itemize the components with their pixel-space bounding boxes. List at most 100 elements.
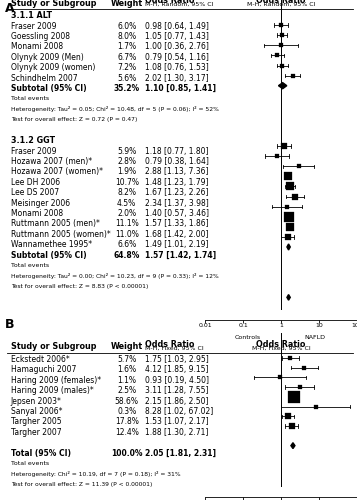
Text: 17.8%: 17.8%: [115, 418, 139, 426]
Text: Heterogeneity: Chi² = 10.19, df = 7 (P = 0.18); I² = 31%: Heterogeneity: Chi² = 10.19, df = 7 (P =…: [11, 471, 180, 477]
Text: 2.8%: 2.8%: [117, 157, 136, 166]
Polygon shape: [287, 294, 290, 300]
Text: M-H, Fixed, 95% CI: M-H, Fixed, 95% CI: [252, 346, 311, 351]
Text: Controls: Controls: [235, 335, 261, 340]
Text: 0.79 [0.54, 1.16]: 0.79 [0.54, 1.16]: [145, 53, 208, 62]
Text: Test for overall effect: Z = 0.72 (P = 0.47): Test for overall effect: Z = 0.72 (P = 0…: [11, 118, 137, 122]
Text: 58.6%: 58.6%: [115, 396, 139, 406]
Text: Subtotal (95% CI): Subtotal (95% CI): [11, 84, 86, 93]
Text: 2.15 [1.86, 2.50]: 2.15 [1.86, 2.50]: [145, 396, 208, 406]
Text: Test for overall effect: Z = 11.39 (P < 0.00001): Test for overall effect: Z = 11.39 (P < …: [11, 482, 152, 487]
Text: M-H, Random, 95% CI: M-H, Random, 95% CI: [247, 2, 315, 7]
Text: 4.12 [1.85, 9.15]: 4.12 [1.85, 9.15]: [145, 366, 208, 374]
Text: 7.2%: 7.2%: [117, 63, 136, 72]
Polygon shape: [278, 82, 287, 88]
Text: 2.88 [1.13, 7.36]: 2.88 [1.13, 7.36]: [145, 168, 208, 176]
Text: 1.10 [0.85, 1.41]: 1.10 [0.85, 1.41]: [145, 84, 216, 93]
Text: 1.57 [1.42, 1.74]: 1.57 [1.42, 1.74]: [145, 250, 216, 260]
Text: 1.53 [1.07, 2.17]: 1.53 [1.07, 2.17]: [145, 418, 208, 426]
Text: 1.40 [0.57, 3.46]: 1.40 [0.57, 3.46]: [145, 209, 208, 218]
Text: 0.98 [0.64, 1.49]: 0.98 [0.64, 1.49]: [145, 22, 208, 30]
Text: Schindhelm 2007: Schindhelm 2007: [11, 74, 77, 82]
Text: 6.0%: 6.0%: [117, 22, 136, 30]
Text: 0.93 [0.19, 4.50]: 0.93 [0.19, 4.50]: [145, 376, 208, 384]
Text: Heterogeneity: Tau² = 0.05; Chi² = 10.48, df = 5 (P = 0.06); I² = 52%: Heterogeneity: Tau² = 0.05; Chi² = 10.48…: [11, 106, 218, 112]
Text: 1.08 [0.76, 1.53]: 1.08 [0.76, 1.53]: [145, 63, 208, 72]
Text: 5.6%: 5.6%: [117, 74, 136, 82]
Text: Hozawa 2007 (men)*: Hozawa 2007 (men)*: [11, 157, 92, 166]
Text: Odds Ratio: Odds Ratio: [256, 340, 306, 349]
Text: NAFLD: NAFLD: [304, 335, 325, 340]
Text: Weight: Weight: [111, 0, 143, 8]
Text: 3.1.1 ALT: 3.1.1 ALT: [11, 11, 52, 20]
Text: Targher 2005: Targher 2005: [11, 418, 61, 426]
Text: Total events: Total events: [11, 96, 49, 102]
Text: 1.48 [1.23, 1.79]: 1.48 [1.23, 1.79]: [145, 178, 208, 187]
Text: 1.6%: 1.6%: [117, 366, 136, 374]
Text: 11.1%: 11.1%: [115, 220, 139, 228]
Text: 6.6%: 6.6%: [117, 240, 136, 250]
Text: 5.9%: 5.9%: [117, 146, 136, 156]
Text: Meisinger 2006: Meisinger 2006: [11, 198, 70, 207]
Text: Haring 2009 (males)*: Haring 2009 (males)*: [11, 386, 94, 395]
Text: Weight: Weight: [111, 342, 143, 351]
Text: 1.18 [0.77, 1.80]: 1.18 [0.77, 1.80]: [145, 146, 208, 156]
Text: 35.2%: 35.2%: [114, 84, 140, 93]
Text: 2.5%: 2.5%: [117, 386, 136, 395]
Text: M-H, Fixed, 95% CI: M-H, Fixed, 95% CI: [145, 346, 203, 351]
Text: Eckstedt 2006*: Eckstedt 2006*: [11, 355, 70, 364]
Text: Subtotal (95% CI): Subtotal (95% CI): [11, 250, 86, 260]
Text: Ruttmann 2005 (women)*: Ruttmann 2005 (women)*: [11, 230, 110, 239]
Text: 0.3%: 0.3%: [117, 407, 136, 416]
Text: Monami 2008: Monami 2008: [11, 42, 63, 51]
Text: 1.68 [1.42, 2.00]: 1.68 [1.42, 2.00]: [145, 230, 208, 239]
Text: 8.2%: 8.2%: [117, 188, 136, 197]
Text: Jepsen 2003*: Jepsen 2003*: [11, 396, 62, 406]
Text: Fraser 2009: Fraser 2009: [11, 22, 56, 30]
Text: 1.7%: 1.7%: [117, 42, 136, 51]
Text: 3.11 [1.28, 7.55]: 3.11 [1.28, 7.55]: [145, 386, 208, 395]
Text: Fraser 2009: Fraser 2009: [11, 146, 56, 156]
Text: Sanyal 2006*: Sanyal 2006*: [11, 407, 62, 416]
Text: Total (95% CI): Total (95% CI): [11, 448, 71, 458]
Text: 2.05 [1.81, 2.31]: 2.05 [1.81, 2.31]: [145, 448, 216, 458]
Text: 1.49 [1.01, 2.19]: 1.49 [1.01, 2.19]: [145, 240, 208, 250]
Text: 5.7%: 5.7%: [117, 355, 136, 364]
Text: 6.7%: 6.7%: [117, 53, 136, 62]
Text: 1.1%: 1.1%: [117, 376, 136, 384]
Text: A: A: [5, 2, 15, 16]
Text: Total events: Total events: [11, 263, 49, 268]
Text: B: B: [5, 318, 15, 331]
Text: 1.75 [1.03, 2.95]: 1.75 [1.03, 2.95]: [145, 355, 208, 364]
Text: Olynyk 2009 (women): Olynyk 2009 (women): [11, 63, 95, 72]
Text: 8.28 [1.02, 67.02]: 8.28 [1.02, 67.02]: [145, 407, 213, 416]
Text: Odds Ratio: Odds Ratio: [256, 0, 306, 5]
Text: Heterogeneity: Tau² = 0.00; Chi² = 10.23, df = 9 (P = 0.33); I² = 12%: Heterogeneity: Tau² = 0.00; Chi² = 10.23…: [11, 273, 218, 279]
Text: Test for overall effect: Z = 8.83 (P < 0.00001): Test for overall effect: Z = 8.83 (P < 0…: [11, 284, 148, 289]
Text: 100.0%: 100.0%: [111, 448, 142, 458]
Text: Study or Subgroup: Study or Subgroup: [11, 342, 96, 351]
Text: 1.57 [1.33, 1.86]: 1.57 [1.33, 1.86]: [145, 220, 208, 228]
Text: 0.79 [0.38, 1.64]: 0.79 [0.38, 1.64]: [145, 157, 208, 166]
Text: 11.0%: 11.0%: [115, 230, 139, 239]
Text: Ruttmann 2005 (men)*: Ruttmann 2005 (men)*: [11, 220, 100, 228]
Text: 10.7%: 10.7%: [115, 178, 139, 187]
Text: Study or Subgroup: Study or Subgroup: [11, 0, 96, 8]
Text: Haring 2009 (females)*: Haring 2009 (females)*: [11, 376, 101, 384]
Text: 2.0%: 2.0%: [117, 209, 136, 218]
Polygon shape: [291, 442, 295, 448]
Text: 1.9%: 1.9%: [117, 168, 136, 176]
Text: 1.67 [1.23, 2.26]: 1.67 [1.23, 2.26]: [145, 188, 208, 197]
Text: Odds Ratio: Odds Ratio: [145, 0, 194, 5]
Text: Targher 2007: Targher 2007: [11, 428, 61, 437]
Text: 1.00 [0.36, 2.76]: 1.00 [0.36, 2.76]: [145, 42, 208, 51]
Polygon shape: [287, 244, 290, 250]
Text: Goessling 2008: Goessling 2008: [11, 32, 70, 41]
Text: Odds Ratio: Odds Ratio: [145, 340, 194, 349]
Text: 8.0%: 8.0%: [117, 32, 136, 41]
Text: Hamaguchi 2007: Hamaguchi 2007: [11, 366, 76, 374]
Text: Olynyk 2009 (Men): Olynyk 2009 (Men): [11, 53, 84, 62]
Text: M-H, Random, 95% CI: M-H, Random, 95% CI: [145, 2, 213, 7]
Text: 3.1.2 GGT: 3.1.2 GGT: [11, 136, 55, 145]
Text: 64.8%: 64.8%: [114, 250, 140, 260]
